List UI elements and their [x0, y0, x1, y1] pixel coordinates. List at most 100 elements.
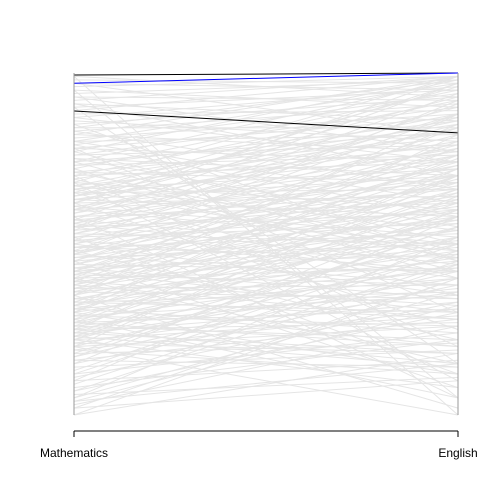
english-axis-label: English — [438, 446, 477, 460]
series-line — [73, 246, 459, 259]
series-line — [73, 116, 459, 163]
series-line — [73, 103, 459, 122]
series-line — [73, 226, 459, 358]
series-line — [73, 301, 459, 313]
series-line — [73, 144, 459, 156]
series-line — [73, 359, 459, 368]
series-line — [73, 222, 459, 266]
series-line — [73, 144, 459, 245]
series-line — [73, 134, 459, 142]
series-line — [73, 171, 459, 252]
series-line — [73, 318, 459, 399]
mathematics-axis-label: Mathematics — [40, 446, 108, 460]
series-line — [73, 158, 459, 228]
series-line — [73, 96, 459, 153]
series-line — [73, 175, 459, 348]
series-line — [73, 236, 459, 399]
series-line — [73, 168, 459, 190]
series-line — [73, 209, 459, 365]
series-line — [73, 120, 459, 142]
series-line — [73, 140, 459, 272]
series-line — [73, 291, 459, 399]
series-line — [73, 144, 459, 187]
series-line — [73, 322, 459, 348]
series-line — [73, 202, 459, 330]
series-line — [73, 226, 459, 317]
series-line — [73, 298, 459, 320]
series-line — [73, 260, 459, 385]
series-line — [73, 113, 459, 296]
series-line — [73, 315, 459, 327]
highlighted-series-line — [73, 110, 459, 134]
series-line — [73, 308, 459, 324]
series-line — [73, 130, 459, 190]
series-line — [73, 154, 459, 224]
series-line — [73, 229, 459, 289]
series-line — [73, 89, 459, 108]
series-line — [73, 168, 459, 330]
series-line — [73, 250, 459, 375]
series-line — [73, 188, 459, 194]
series-line — [73, 205, 459, 238]
series-line — [73, 75, 459, 98]
series-line — [73, 161, 459, 207]
series-line — [73, 120, 459, 197]
series-line — [73, 93, 459, 146]
series-line — [73, 151, 459, 245]
background-series-lines — [73, 75, 459, 416]
series-line — [73, 93, 459, 231]
series-line — [73, 305, 459, 348]
series-line — [73, 233, 459, 245]
series-line — [73, 154, 459, 307]
series-line — [73, 195, 459, 204]
series-line — [73, 267, 459, 300]
series-line — [73, 188, 459, 259]
series-line — [73, 233, 459, 248]
series-line — [73, 116, 459, 149]
series-line — [73, 199, 459, 218]
series-line — [73, 380, 459, 409]
series-line — [73, 332, 459, 354]
series-line — [73, 86, 459, 118]
series-line — [73, 175, 459, 289]
series-line — [73, 75, 459, 101]
series-line — [73, 79, 459, 84]
series-line — [73, 291, 459, 300]
series-line — [73, 264, 459, 392]
highlighted-series-line — [73, 72, 459, 84]
series-line — [73, 264, 459, 272]
series-line — [73, 209, 459, 286]
series-line — [73, 76, 459, 416]
series-line — [73, 140, 459, 204]
series-line — [73, 305, 459, 402]
series-line — [73, 342, 459, 354]
series-line — [73, 113, 459, 228]
series-line — [73, 209, 459, 245]
series-line — [73, 246, 459, 283]
series-line — [73, 103, 459, 132]
series-line — [73, 158, 459, 177]
series-line — [73, 151, 459, 197]
series-line — [73, 325, 459, 348]
series-line — [73, 270, 459, 300]
series-line — [73, 260, 459, 389]
series-line — [73, 123, 459, 279]
series-line — [73, 127, 459, 211]
series-line — [73, 349, 459, 375]
series-line — [73, 274, 459, 286]
series-line — [73, 281, 459, 307]
series-line — [73, 144, 459, 218]
highlighted-series-line — [73, 72, 459, 76]
series-line — [73, 96, 459, 125]
highlighted-series-lines — [73, 72, 459, 134]
series-line — [73, 113, 459, 252]
series-line — [73, 240, 459, 272]
series-line — [73, 82, 459, 136]
series-line — [73, 376, 459, 395]
series-line — [73, 325, 459, 341]
series-line — [73, 219, 459, 252]
series-line — [73, 346, 459, 416]
series-line — [73, 335, 459, 368]
series-line — [73, 236, 459, 375]
